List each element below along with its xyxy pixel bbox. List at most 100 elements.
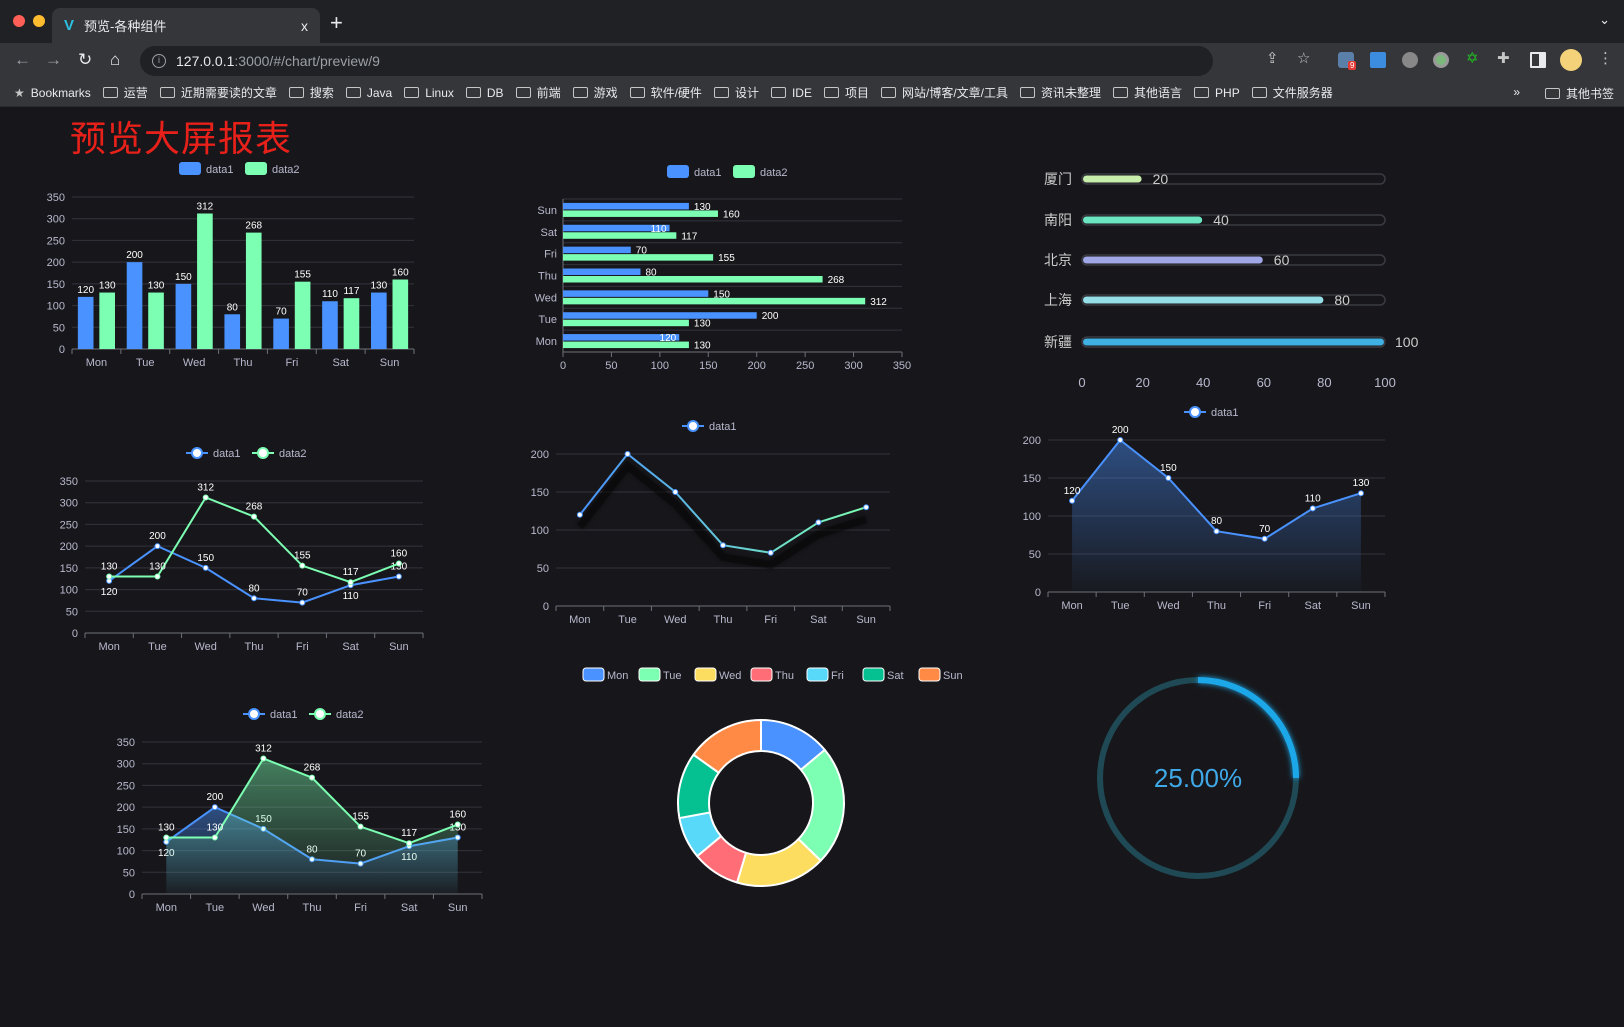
progress-value: 20 [1153,171,1169,187]
legend-item-Tue[interactable]: Tue [638,667,682,682]
y-tick-label: 350 [47,192,65,204]
bookmark-item[interactable]: Linux [404,86,454,100]
bar-data2 [245,232,262,349]
y-tick-label: 150 [531,487,549,499]
bookmark-item[interactable]: ★ Bookmarks [14,86,91,100]
point-data2 [106,573,113,580]
point-data1 [576,511,583,518]
legend-item-Mon[interactable]: Mon [582,667,628,682]
legend-item-Sun[interactable]: Sun [918,667,963,682]
bar-data2 [99,292,115,349]
data-label: 160 [392,268,409,279]
legend-item-Fri[interactable]: Fri [806,667,844,682]
bar-data1 [563,334,680,341]
x-tick-label: 250 [796,360,814,372]
x-tick-label: Thu [234,357,253,369]
y-tick-label: 300 [47,214,65,226]
extensions-puzzle-icon[interactable]: ✚ [1497,50,1510,67]
legend-label: data2 [279,448,307,460]
legend-item-data1[interactable]: data1 [243,708,298,721]
folder-icon [823,87,839,98]
reload-icon[interactable]: ↻ [78,50,93,69]
share-icon[interactable]: ⇪ [1266,50,1279,67]
legend-swatch [582,667,605,682]
bookmark-item[interactable]: 前端 [515,84,561,101]
new-tab-button[interactable]: + [330,10,343,35]
bookmark-item[interactable]: 近期需要读的文章 [159,84,277,101]
data-label: 130 [158,823,175,834]
data-label: 160 [449,810,466,821]
progress-label: 新疆 [1044,334,1072,350]
legend-swatch [694,667,717,682]
x-tick-label: Tue [136,357,155,369]
bookmark-item[interactable]: Java [345,86,392,100]
tab-search-chevron-icon[interactable]: ⌄ [1599,12,1610,27]
point-data1 [815,519,822,526]
legend-item-data2[interactable]: data2 [309,708,364,721]
site-info-icon[interactable]: i [152,54,166,68]
x-tick-label: Fri [1258,600,1271,612]
point-data2 [251,513,257,520]
legend-item-data1[interactable]: data1 [1184,406,1239,419]
diamond-extension-icon[interactable] [1370,52,1386,68]
browser-tab[interactable]: V 预览-各种组件 x [52,8,320,43]
forward-icon[interactable]: → [45,50,62,69]
bookmark-label: 游戏 [593,86,618,100]
bar-data2 [392,279,409,349]
folder-icon [880,87,896,98]
page-title: 预览大屏报表 [70,118,293,159]
bookmark-item[interactable]: PHP [1194,86,1240,100]
legend-item-Sat[interactable]: Sat [862,667,904,682]
legend-item-data2[interactable]: data2 [245,162,300,176]
progress-label: 北京 [1044,252,1072,268]
bar-data2 [294,281,311,349]
bookmark-item[interactable]: DB [465,86,504,100]
bookmark-item[interactable]: 文件服务器 [1251,84,1333,101]
x-tick-label: Tue [618,614,637,626]
point-data1 [624,451,631,457]
legend-item-data2[interactable]: data2 [252,447,307,460]
data-label: 312 [197,483,214,494]
menu-kebab-icon[interactable]: ⋮ [1598,50,1613,67]
minimize-window-button[interactable] [33,15,45,27]
side-panel-icon[interactable] [1530,52,1546,68]
bookmark-star-icon[interactable]: ☆ [1297,50,1311,67]
back-icon[interactable]: ← [14,50,31,69]
command-extension-icon[interactable] [1402,52,1418,68]
legend-item-data1[interactable]: data1 [179,162,234,176]
bookmark-item[interactable]: 运营 [102,84,148,101]
address-bar[interactable]: i 127.0.0.1:3000/#/chart/preview/9 [140,46,1213,76]
data-label: 80 [227,302,239,313]
legend-item-data2[interactable]: data2 [733,165,788,179]
bookmark-item[interactable]: 网站/博客/文章/工具 [880,84,1008,101]
tab-close-icon[interactable]: x [301,17,308,34]
bookmark-label: 其他语言 [1134,86,1183,100]
bookmark-item[interactable]: 软件/硬件 [629,84,702,101]
x-tick-label: Mon [86,357,107,369]
home-icon[interactable]: ⌂ [110,50,121,69]
close-window-button[interactable] [13,15,25,27]
y-tick-label: 0 [129,889,135,901]
point-data2 [395,560,402,567]
legend-item-data1[interactable]: data1 [186,447,241,460]
data-label: 120 [77,285,94,296]
bookmark-item[interactable]: 设计 [713,84,759,101]
profile-avatar[interactable] [1560,49,1582,71]
donut-slice-Tue [797,748,845,862]
legend-item-data1[interactable]: data1 [667,165,722,179]
legend-item-Thu[interactable]: Thu [750,667,794,682]
star-extension-icon[interactable]: ✡ [1466,50,1479,67]
bookmark-item[interactable]: 资讯未整理 [1020,84,1101,101]
bookmarks-overflow-button[interactable]: » [1513,85,1520,99]
legend-item-data1[interactable]: data1 [682,420,737,433]
other-bookmarks[interactable]: 其他书签 [1544,85,1614,102]
bookmark-item[interactable]: 搜索 [288,84,334,101]
green-dot-extension-icon[interactable] [1433,52,1449,68]
data-label: 80 [645,268,657,279]
bookmark-item[interactable]: 其他语言 [1113,84,1182,101]
legend-item-Wed[interactable]: Wed [694,667,741,682]
bookmark-item[interactable]: IDE [770,86,812,100]
point-data1 [211,804,218,811]
bookmark-item[interactable]: 项目 [823,84,869,101]
bookmark-item[interactable]: 游戏 [572,84,618,101]
